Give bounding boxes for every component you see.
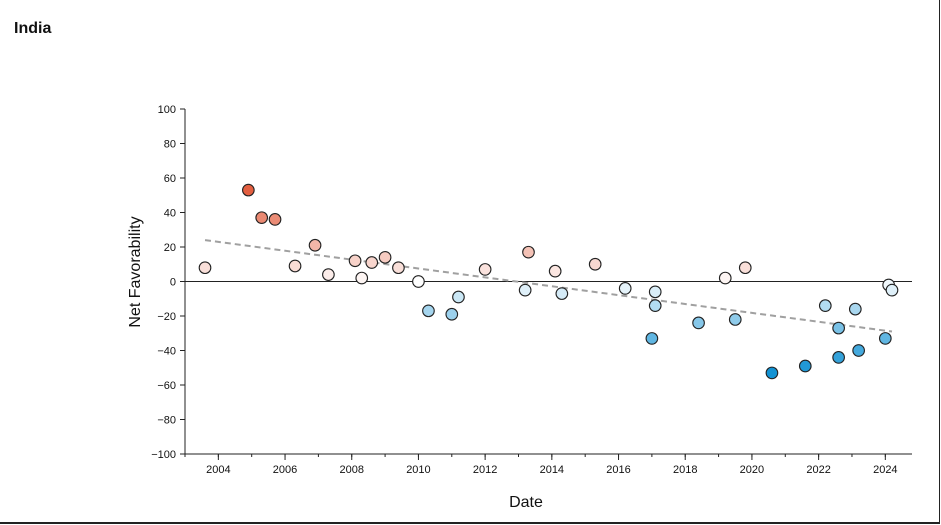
data-point[interactable] (355, 271, 369, 285)
data-point[interactable] (452, 290, 465, 304)
y-tick-label: 80 (164, 139, 176, 151)
data-point[interactable] (728, 313, 742, 326)
data-point[interactable] (365, 256, 379, 269)
data-point[interactable] (848, 302, 862, 316)
data-point[interactable] (445, 307, 459, 321)
data-point[interactable] (522, 245, 535, 259)
data-point[interactable] (832, 321, 845, 335)
data-point[interactable] (798, 359, 812, 373)
data-point[interactable] (765, 366, 779, 380)
data-point[interactable] (878, 332, 892, 345)
data-point[interactable] (288, 259, 302, 273)
x-tick-label: 2020 (740, 464, 764, 476)
data-point[interactable] (348, 254, 362, 268)
y-tick-label: −80 (157, 415, 176, 427)
data-point[interactable] (852, 344, 865, 357)
x-tick-label: 2024 (873, 464, 897, 476)
data-point[interactable] (378, 251, 392, 264)
x-axis: 2004 2006 2008 2010 2012 2014 2016 2018 2020 2022… (184, 453, 912, 476)
data-point[interactable] (308, 238, 322, 252)
y-tick-label: −60 (157, 380, 176, 392)
y-axis: 100 80 60 40 20 0 −20 −40 −60 −80 −100 (151, 104, 186, 461)
x-tick-label: 2006 (273, 464, 297, 476)
trend-line (204, 239, 893, 333)
data-point[interactable] (692, 316, 705, 330)
data-point[interactable] (648, 285, 662, 299)
trend-layer (204, 239, 893, 333)
y-tick-label: 40 (164, 208, 176, 220)
y-tick-label: 20 (164, 242, 176, 254)
chart-title: India (14, 20, 52, 37)
x-tick-label: 2010 (406, 464, 430, 476)
data-point[interactable] (555, 287, 569, 300)
data-point[interactable] (412, 275, 425, 288)
data-point[interactable] (885, 283, 899, 297)
data-point[interactable] (392, 261, 405, 275)
data-point[interactable] (242, 183, 255, 197)
y-tick-label: 0 (170, 277, 176, 289)
x-tick-label: 2016 (606, 464, 630, 476)
data-point[interactable] (618, 282, 632, 295)
y-tick-label: −40 (157, 346, 176, 358)
data-point[interactable] (518, 283, 532, 297)
data-point[interactable] (268, 213, 282, 226)
data-point[interactable] (588, 257, 602, 271)
x-tick-label: 2022 (806, 464, 830, 476)
points-layer (198, 183, 899, 380)
data-point[interactable] (645, 332, 659, 345)
y-tick-label: −20 (157, 311, 176, 323)
data-point[interactable] (648, 299, 662, 313)
x-tick-label: 2018 (673, 464, 697, 476)
y-axis-title: Net Favorability (127, 216, 144, 327)
x-tick-label: 2012 (473, 464, 497, 476)
data-point[interactable] (322, 268, 335, 281)
x-axis-title: Date (509, 494, 543, 511)
x-tick-label: 2014 (540, 464, 564, 476)
y-tick-label: 60 (164, 173, 176, 185)
data-point[interactable] (198, 261, 212, 275)
data-point[interactable] (548, 264, 562, 278)
data-point[interactable] (818, 299, 832, 313)
data-point[interactable] (422, 304, 435, 318)
y-tick-label: 100 (158, 104, 176, 116)
x-tick-label: 2004 (206, 464, 230, 476)
data-point[interactable] (255, 211, 269, 225)
y-tick-label: −100 (151, 449, 176, 461)
x-tick-label: 2008 (340, 464, 364, 476)
data-point[interactable] (718, 271, 732, 285)
data-point[interactable] (832, 351, 845, 364)
data-point[interactable] (478, 263, 492, 276)
data-point[interactable] (738, 261, 752, 275)
